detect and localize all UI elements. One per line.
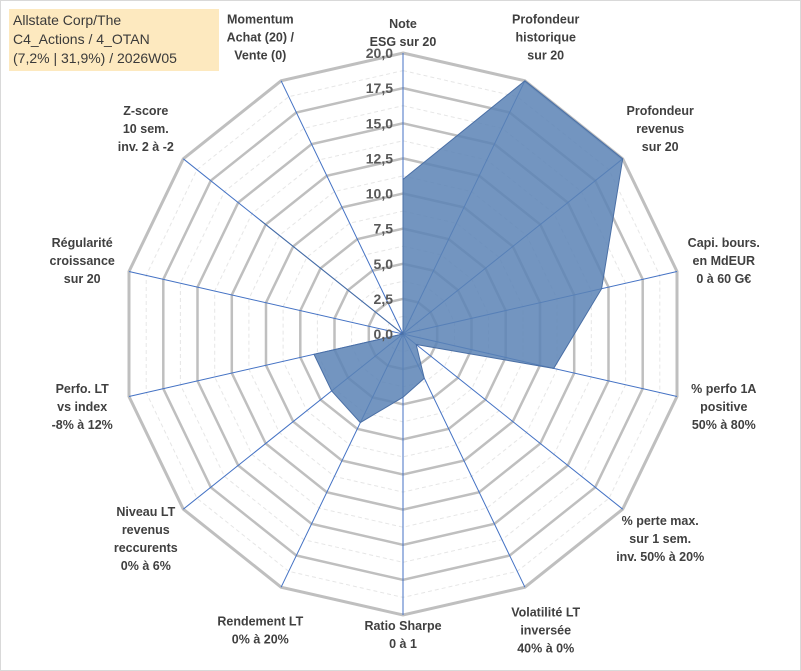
series-area <box>259 80 624 424</box>
tick-label-4: 7,5 <box>374 221 394 237</box>
axis-label-8: Ratio Sharpe 0 à 1 <box>364 619 441 651</box>
minor-grid-ring-7 <box>179 105 627 563</box>
tick-label-2: 2,5 <box>374 291 394 307</box>
axis-spoke-6 <box>402 333 624 510</box>
axis-label-12: Régularité croissance sur 20 <box>50 236 115 286</box>
axis-label-7: Volatilité LT inversée 40% à 0% <box>511 605 580 655</box>
axis-label-3: Profondeur revenus sur 20 <box>627 104 694 154</box>
axis-label-4: Capi. bours. en MdEUR 0 à 60 G€ <box>688 236 760 286</box>
minor-grid-ring-6 <box>214 140 592 528</box>
tick-label-7: 15,0 <box>366 115 393 131</box>
axis-label-2: Profondeur historique sur 20 <box>512 13 579 63</box>
axis-label-1: Note ESG sur 20 <box>370 17 437 49</box>
tick-label-3: 5,0 <box>374 256 394 272</box>
axis-label-10: Niveau LT revenus reccurents 0% à 6% <box>114 505 178 573</box>
series-layer <box>259 80 624 424</box>
axis-spoke-12 <box>128 271 404 335</box>
tick-label-8: 17,5 <box>366 80 393 96</box>
axis-label-5: % perfo 1A positive 50% à 80% <box>691 382 756 432</box>
axis-spoke-14 <box>280 80 404 335</box>
tick-label-1: 0,0 <box>374 326 394 342</box>
minor-grid-ring-1 <box>385 315 421 353</box>
tick-labels: 0,0 2,5 5,0 7,5 10,0 12,5 15,0 17,5 20,0 <box>366 45 393 342</box>
axis-label-14: Momentum Achat (20) / Vente (0) <box>227 13 295 63</box>
title-line-2: C4_Actions / 4_OTAN <box>13 31 150 47</box>
axis-label-6: % perte max. sur 1 sem. inv. 50% à 20% <box>616 514 704 564</box>
axis-label-9: Rendement LT 0% à 20% <box>217 614 303 646</box>
title-line-1: Allstate Corp/The <box>13 12 122 28</box>
chart-title: Allstate Corp/The C4_Actions / 4_OTAN (7… <box>9 9 219 71</box>
tick-label-5: 10,0 <box>366 186 393 202</box>
tick-label-6: 12,5 <box>366 150 393 166</box>
tick-label-9: 20,0 <box>366 45 393 61</box>
axis-labels: Note ESG sur 20 Profondeur historique sur 20… <box>50 13 760 656</box>
axis-label-13: Z-score 10 sem. inv. 2 à -2 <box>118 104 174 154</box>
axis-label-11: Perfo. LT vs index -8% à 12% <box>52 382 113 432</box>
title-line-3: (7,2% | 31,9%) / 2026W05 <box>13 50 177 66</box>
